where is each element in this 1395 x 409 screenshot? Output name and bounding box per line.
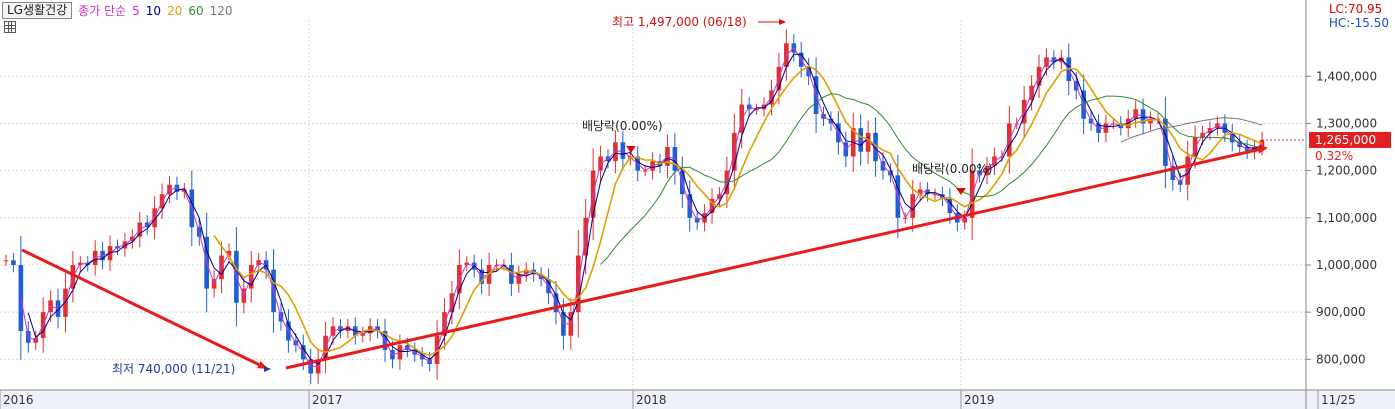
down-trend-arrow (21, 248, 268, 370)
chart-header: LG생활건강 종가 단순 5 10 20 60 120 (2, 2, 233, 19)
lc-hc-readout: LC:70.95 HC:-15.50 (1329, 2, 1389, 30)
low-annotation: 최저 740,000 (11/21) (112, 362, 235, 376)
hc-label: HC:-15.50 (1328, 16, 1389, 30)
y-tick-label: 800,000 (1316, 352, 1366, 366)
y-tick-label: 900,000 (1316, 305, 1366, 319)
dividend-marker-1 (626, 146, 636, 153)
x-tick-label: 2018 (636, 393, 667, 407)
x-tick-label: 2019 (964, 393, 995, 407)
dividend-annotation-2: 배당락(0.00%) (912, 162, 993, 176)
dividend-annotation-1: 배당락(0.00%) (582, 119, 663, 133)
high-annotation-arrow (779, 19, 786, 25)
y-tick-label: 1,000,000 (1316, 258, 1377, 272)
x-tick-label: 11/25 (1321, 393, 1356, 407)
x-tick-label: 2017 (312, 393, 343, 407)
x-tick-label: 2016 (3, 393, 34, 407)
y-tick-label: 1,100,000 (1316, 211, 1377, 225)
indicator-label[interactable]: 종가 단순 (78, 4, 127, 18)
lc-label: LC:70.95 (1328, 2, 1383, 16)
y-tick-label: 1,300,000 (1316, 116, 1377, 130)
stock-name-box[interactable]: LG생활건강 (2, 2, 73, 19)
high-annotation: 최고 1,497,000 (06/18) (612, 15, 747, 29)
current-price-label: 1,265,000 (1315, 133, 1376, 147)
current-price-change: 0.32% (1315, 149, 1353, 163)
ma-period-20[interactable]: 20 (167, 3, 183, 18)
ma-period-10[interactable]: 10 (145, 3, 162, 18)
ma-period-60[interactable]: 60 (188, 3, 204, 18)
current-price-tag (1309, 131, 1391, 148)
ma-120-line (1120, 117, 1263, 143)
low-annotation-arrow (264, 366, 271, 372)
candle-body (3, 260, 9, 262)
y-tick-label: 1,400,000 (1316, 69, 1377, 83)
dividend-marker-2 (956, 188, 966, 195)
ma-60-line (600, 93, 1263, 265)
ma-period-5[interactable]: 5 (132, 3, 140, 18)
up-trend-arrow (285, 145, 1268, 370)
x-axis-band (0, 390, 1395, 409)
table-icon[interactable] (4, 21, 16, 33)
candle-body (18, 264, 24, 332)
y-tick-label: 1,200,000 (1316, 164, 1377, 178)
candle-body (11, 260, 16, 265)
ma-period-120[interactable]: 120 (209, 3, 233, 18)
ma-10-line (27, 53, 1263, 365)
